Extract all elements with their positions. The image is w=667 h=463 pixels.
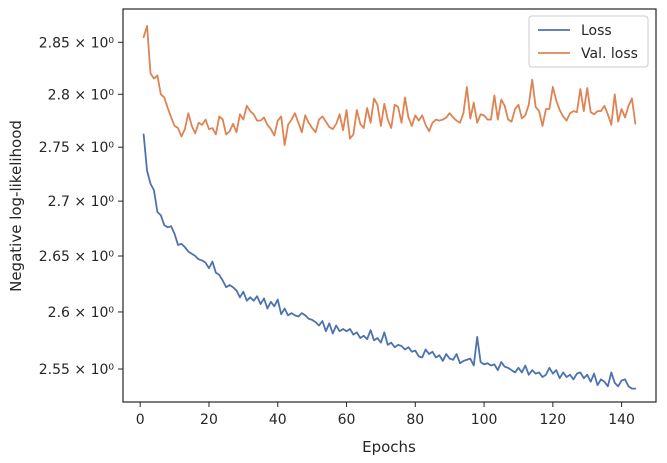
x-axis-ticks: 0 20 40 60 80 100 120 140 xyxy=(136,402,635,428)
y-tick-label: 2.85 × 10⁰ xyxy=(39,35,115,51)
x-tick-label: 40 xyxy=(269,412,287,428)
legend-box xyxy=(528,15,649,68)
legend: Loss Val. loss xyxy=(528,15,649,68)
legend-label-val-loss: Val. loss xyxy=(581,46,638,62)
series-layer xyxy=(142,24,637,390)
x-tick-label: 20 xyxy=(200,412,218,428)
x-tick-label: 100 xyxy=(471,412,498,428)
y-tick-label: 2.55 × 10⁰ xyxy=(39,362,115,378)
plot-frame xyxy=(122,8,657,403)
x-axis-label: Epochs xyxy=(362,438,416,456)
x-tick-label: 120 xyxy=(539,412,566,428)
y-axis-ticks: 2.55 × 10⁰ 2.6 × 10⁰ 2.65 × 10⁰ 2.7 × 10⁰ 2.… xyxy=(39,35,123,378)
y-tick-label: 2.6 × 10⁰ xyxy=(48,305,115,321)
y-tick-label: 2.65 × 10⁰ xyxy=(39,249,115,265)
series-line-loss xyxy=(142,133,637,390)
legend-label-loss: Loss xyxy=(581,23,612,39)
y-axis-label: Negative log-likelihood xyxy=(7,120,25,292)
series-line-val-loss xyxy=(142,24,637,146)
x-tick-label: 60 xyxy=(338,412,356,428)
x-tick-label: 80 xyxy=(406,412,424,428)
y-tick-label: 2.75 × 10⁰ xyxy=(39,140,115,156)
x-tick-label: 140 xyxy=(608,412,635,428)
x-tick-label: 0 xyxy=(136,412,145,428)
y-tick-label: 2.7 × 10⁰ xyxy=(48,194,115,210)
y-tick-label: 2.8 × 10⁰ xyxy=(48,87,115,103)
